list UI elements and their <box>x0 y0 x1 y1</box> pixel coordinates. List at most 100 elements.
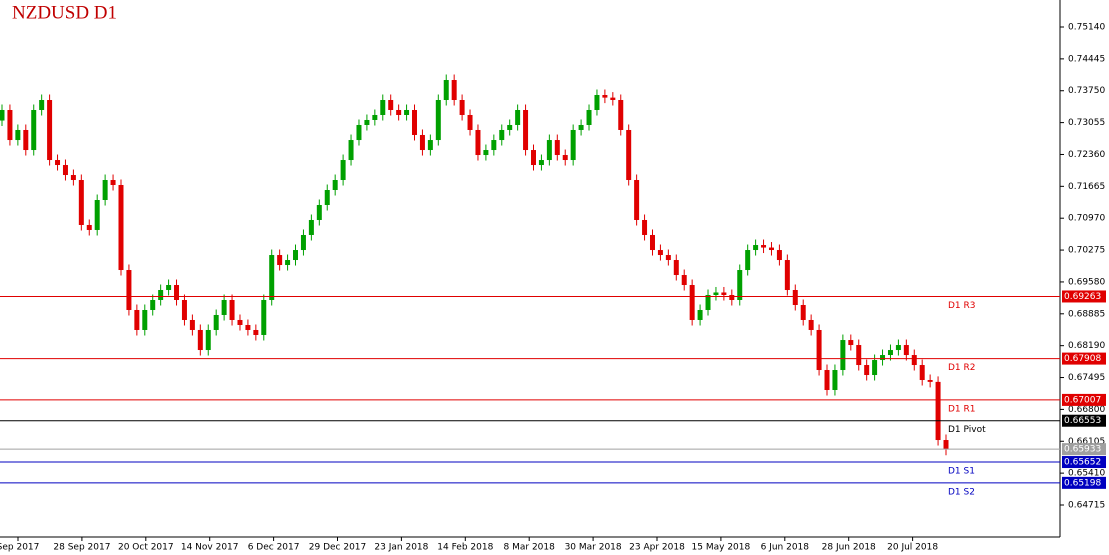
candle-body <box>261 299 267 335</box>
candle-body <box>824 370 830 391</box>
y-tick-label: 0.68190 <box>1068 341 1105 351</box>
candle-body <box>388 99 394 110</box>
candle-body <box>451 80 457 100</box>
candle-body <box>316 204 322 220</box>
candle-body <box>491 140 497 151</box>
candle-body <box>546 140 552 161</box>
y-tick-label: 0.65410 <box>1068 469 1105 479</box>
candle-body <box>197 329 203 351</box>
candle-body <box>776 250 782 261</box>
candle-body <box>435 99 441 141</box>
x-tick-label: 23 Jan 2018 <box>374 543 428 553</box>
x-tick-label: Sep 2017 <box>0 543 39 553</box>
x-tick-label: 14 Feb 2018 <box>437 543 493 553</box>
price-tag-label: 0.65933 <box>1064 445 1101 455</box>
candle-body <box>467 114 473 130</box>
plot <box>0 74 949 456</box>
candle-body <box>872 360 878 376</box>
candle-body <box>808 319 814 330</box>
candle-body <box>39 99 45 110</box>
candle-body <box>864 365 870 376</box>
candle-body <box>570 129 576 161</box>
candle-body <box>277 255 283 266</box>
candle-body <box>412 109 418 135</box>
price-tag <box>1062 456 1106 469</box>
candle-body <box>332 180 338 191</box>
candle-body <box>729 295 735 300</box>
price-tag <box>1062 290 1106 303</box>
candle-body <box>515 109 521 125</box>
candle-body <box>293 250 299 261</box>
candle-body <box>372 114 378 120</box>
candle-body <box>285 260 291 266</box>
candle-body <box>229 299 235 320</box>
candle-body <box>642 219 648 235</box>
candle-body <box>816 329 822 371</box>
x-tick-label: 8 Mar 2018 <box>504 543 556 553</box>
candle-body <box>324 190 330 205</box>
candle-body <box>761 245 767 248</box>
candle-body <box>134 309 140 330</box>
candle-body <box>237 319 243 325</box>
price-tag-label: 0.65198 <box>1064 478 1101 488</box>
candle-body <box>253 329 259 335</box>
candle-body <box>205 329 211 351</box>
candle-body <box>792 290 798 305</box>
y-tick-label: 0.73750 <box>1068 86 1105 96</box>
y-tick-label: 0.68885 <box>1068 309 1105 319</box>
price-tag-label: 0.69263 <box>1064 292 1101 302</box>
candle-body <box>427 140 433 151</box>
candle-body <box>340 160 346 181</box>
candle-body <box>538 160 544 166</box>
candle-body <box>618 99 624 130</box>
candle-body <box>459 99 465 115</box>
candle-body <box>935 381 941 441</box>
candle-body <box>78 180 84 225</box>
y-tick-label: 0.71665 <box>1068 182 1105 192</box>
candle-body <box>150 299 156 310</box>
y-tick-label: 0.72360 <box>1068 150 1105 160</box>
candle-body <box>31 109 37 151</box>
candle-body <box>895 345 901 351</box>
price-tag <box>1062 393 1106 406</box>
y-tick-label: 0.64715 <box>1068 500 1105 510</box>
candle-body <box>887 350 893 356</box>
candle-body <box>689 285 695 320</box>
candle-body <box>23 129 29 151</box>
candle-body <box>142 309 148 330</box>
candle-body <box>705 295 711 310</box>
candle-body <box>602 95 608 98</box>
pivot-name: D1 S2 <box>948 487 975 497</box>
x-tick-label: 28 Sep 2017 <box>53 543 110 553</box>
candle-body <box>483 150 489 156</box>
candle-body <box>745 250 751 271</box>
candle-body <box>943 440 949 450</box>
x-tick-label: 23 Apr 2018 <box>629 543 685 553</box>
y-tick-label: 0.73055 <box>1068 118 1105 128</box>
y-tick-label: 0.66800 <box>1068 405 1105 415</box>
x-tick-label: 6 Jun 2018 <box>761 543 810 553</box>
pivot-name: D1 Pivot <box>948 425 986 435</box>
candle-body <box>213 314 219 330</box>
candle-body <box>245 324 251 330</box>
candle-body <box>903 345 909 356</box>
y-tick-label: 0.69580 <box>1068 277 1105 287</box>
candle-body <box>634 180 640 220</box>
candle-body <box>856 345 862 366</box>
candle-body <box>396 109 402 115</box>
x-tick-label: 20 Jul 2018 <box>887 543 938 553</box>
candle-body <box>911 355 917 366</box>
y-tick-label: 0.70275 <box>1068 246 1105 256</box>
candle-body <box>919 365 925 381</box>
candle-body <box>721 292 727 296</box>
y-tick-label: 0.74445 <box>1068 54 1105 64</box>
candle-body <box>530 150 536 166</box>
price-tag <box>1062 476 1106 489</box>
candle-body <box>927 380 933 382</box>
candle-body <box>70 175 76 181</box>
y-tick-label: 0.75140 <box>1068 23 1105 33</box>
candle-body <box>189 319 195 330</box>
y-tick-label: 0.66105 <box>1068 437 1105 447</box>
